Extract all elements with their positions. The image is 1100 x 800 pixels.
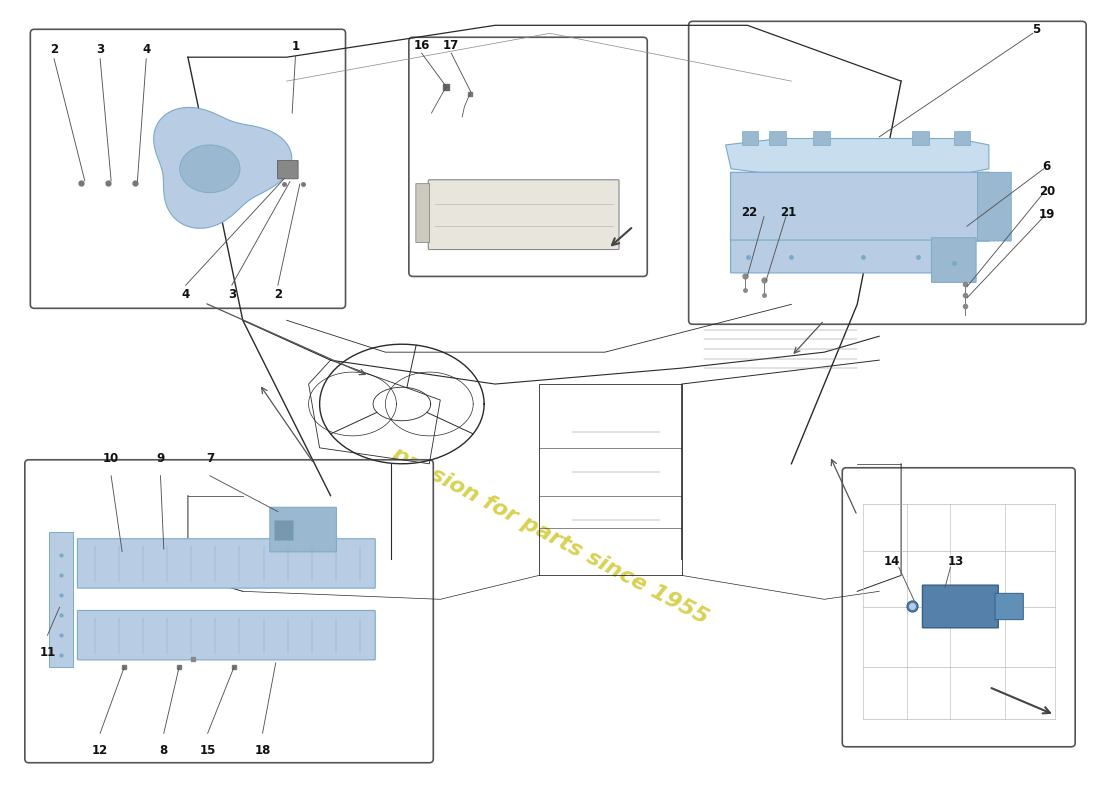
Text: 19: 19 (1038, 208, 1055, 221)
FancyBboxPatch shape (978, 172, 1011, 241)
FancyBboxPatch shape (689, 22, 1086, 324)
Bar (912, 130, 928, 145)
Text: 6: 6 (1042, 160, 1050, 173)
Text: 4: 4 (182, 288, 190, 302)
Text: 8: 8 (160, 744, 168, 758)
Text: 13: 13 (948, 554, 964, 567)
Text: 7: 7 (206, 452, 213, 465)
FancyBboxPatch shape (77, 538, 375, 588)
Ellipse shape (179, 145, 240, 193)
FancyBboxPatch shape (416, 184, 430, 242)
FancyBboxPatch shape (409, 38, 647, 277)
Bar (742, 130, 759, 145)
FancyBboxPatch shape (428, 180, 619, 250)
FancyBboxPatch shape (25, 460, 433, 762)
Text: 14: 14 (884, 554, 901, 567)
Polygon shape (726, 138, 989, 175)
Text: 18: 18 (254, 744, 271, 758)
FancyBboxPatch shape (270, 507, 337, 552)
FancyBboxPatch shape (730, 172, 989, 241)
FancyBboxPatch shape (730, 240, 940, 273)
Text: 9: 9 (156, 452, 165, 465)
Bar (954, 130, 970, 145)
Text: 11: 11 (40, 646, 56, 659)
Text: 3: 3 (96, 42, 104, 56)
FancyBboxPatch shape (932, 238, 976, 282)
Text: 2: 2 (50, 42, 58, 56)
Bar (274, 519, 294, 539)
Bar (48, 531, 73, 667)
FancyBboxPatch shape (77, 610, 375, 660)
FancyBboxPatch shape (923, 585, 999, 628)
Text: 10: 10 (103, 452, 119, 465)
Bar (813, 130, 829, 145)
Text: 16: 16 (414, 38, 430, 52)
Text: 2: 2 (274, 288, 282, 302)
FancyBboxPatch shape (996, 594, 1023, 620)
Text: passion for parts since 1955: passion for parts since 1955 (388, 443, 712, 628)
FancyBboxPatch shape (31, 30, 345, 308)
Text: 5: 5 (1032, 22, 1041, 36)
FancyBboxPatch shape (843, 468, 1075, 746)
Text: 3: 3 (228, 288, 235, 302)
Polygon shape (154, 107, 292, 228)
Text: 21: 21 (780, 206, 796, 219)
Bar (769, 130, 785, 145)
Text: 15: 15 (199, 744, 216, 758)
Text: 22: 22 (741, 206, 758, 219)
Text: 4: 4 (142, 42, 151, 56)
Text: 17: 17 (443, 38, 460, 52)
Text: 12: 12 (92, 744, 108, 758)
FancyBboxPatch shape (277, 160, 298, 179)
Text: 1: 1 (292, 40, 299, 54)
Text: 20: 20 (1038, 185, 1055, 198)
